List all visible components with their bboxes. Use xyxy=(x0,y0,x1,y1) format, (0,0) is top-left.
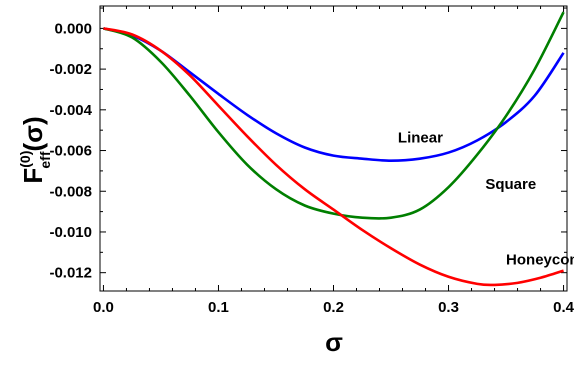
series-label-honeycomb: Honeycomb xyxy=(506,252,574,269)
series-labels-layer: Linear Square Honeycomb xyxy=(398,129,574,268)
series-line-honeycomb xyxy=(103,27,564,287)
series-label-linear: Linear xyxy=(398,129,443,146)
series-line-square xyxy=(103,11,565,220)
x-tick-label: 0.3 xyxy=(438,299,459,316)
x-tick-label: 0.4 xyxy=(553,299,574,316)
y-tick-label: -0.006 xyxy=(49,143,92,160)
y-axis-label-superscript: (0) xyxy=(17,151,33,168)
y-axis-label-subscript: eff xyxy=(37,151,53,168)
series-layer xyxy=(103,11,565,287)
y-axis-label: F(0) eff(σ) xyxy=(17,116,53,183)
y-tick-label: -0.004 xyxy=(49,102,92,119)
x-axis-label: σ xyxy=(325,327,343,357)
y-tick-label: 0.000 xyxy=(54,20,92,37)
x-tick-label: 0.0 xyxy=(93,299,114,316)
svg-text:F(0)eff(σ): F(0) eff(σ) xyxy=(17,116,53,183)
series-label-square: Square xyxy=(485,176,536,193)
ticks-layer: 0.0 0.1 0.2 0.3 0.4 0.000 -0.002 -0.004 -0.006 -0… xyxy=(49,6,574,316)
y-axis-label-suffix: (σ) xyxy=(18,116,48,151)
y-axis-label-main: F xyxy=(18,168,48,184)
y-tick-label: -0.008 xyxy=(49,183,92,200)
x-tick-label: 0.2 xyxy=(323,299,344,316)
y-tick-label: -0.010 xyxy=(49,224,92,241)
y-tick-label: -0.002 xyxy=(49,61,92,78)
y-tick-label: -0.012 xyxy=(49,265,92,282)
x-tick-label: 0.1 xyxy=(208,299,229,316)
